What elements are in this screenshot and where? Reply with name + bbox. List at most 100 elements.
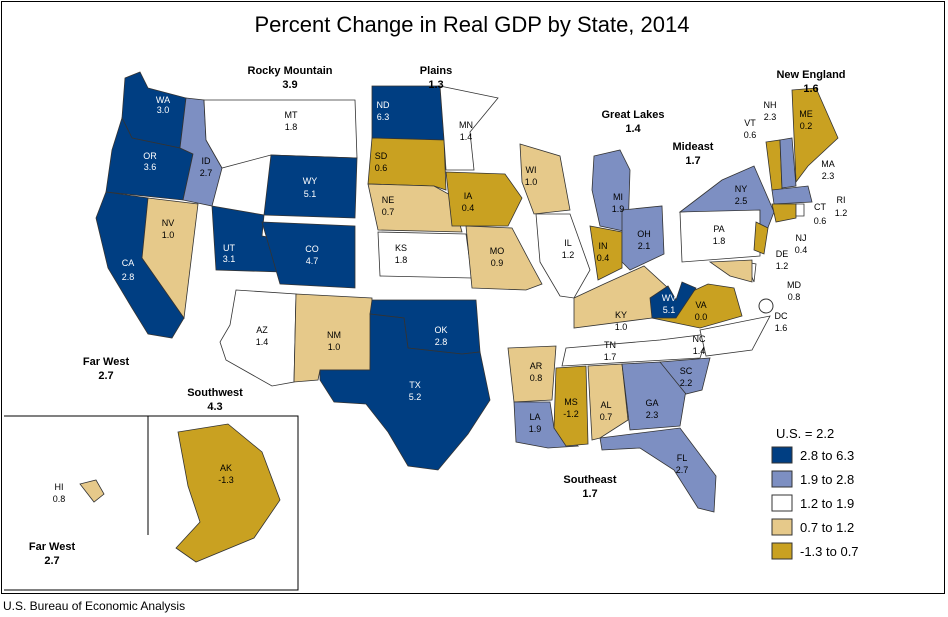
state-value-dc: 1.6	[775, 323, 788, 333]
state-value-wi: 1.0	[525, 177, 538, 187]
region-name: Great Lakes	[602, 109, 665, 121]
state-wi	[519, 143, 571, 215]
state-abbr-mo: MO	[490, 246, 505, 256]
state-value-nc: 1.4	[693, 346, 706, 356]
state-abbr-ak: AK	[220, 463, 232, 473]
state-value-mn: 1.4	[460, 132, 473, 142]
state-value-md: 0.8	[788, 292, 801, 302]
state-abbr-de: DE	[776, 249, 789, 259]
state-abbr-sc: SC	[680, 366, 693, 376]
state-abbr-tn: TN	[604, 340, 616, 350]
region-name: Plains	[420, 65, 452, 77]
state-value-va: 0.0	[695, 312, 708, 322]
state-in	[589, 225, 623, 281]
state-value-nj: 0.4	[795, 245, 808, 255]
state-vt	[765, 139, 783, 191]
state-abbr-ks: KS	[395, 243, 407, 253]
state-value-nd: 6.3	[377, 112, 390, 122]
state-abbr-ut: UT	[223, 243, 235, 253]
state-value-ct: 0.6	[814, 216, 827, 226]
state-nj	[753, 221, 769, 255]
legend-us-label: U.S. = 2.2	[776, 426, 834, 441]
state-co	[261, 221, 356, 289]
state-fl	[599, 427, 717, 513]
state-value-ma: 2.3	[822, 171, 835, 181]
state-ar	[507, 345, 557, 403]
state-value-wa: 3.0	[157, 105, 170, 115]
state-value-nh: 2.3	[764, 112, 777, 122]
state-abbr-va: VA	[695, 300, 706, 310]
region-name: Rocky Mountain	[248, 65, 333, 77]
state-value-pa: 1.8	[713, 236, 726, 246]
state-al	[587, 363, 629, 441]
state-oh	[621, 205, 665, 271]
state-pa	[679, 207, 761, 263]
state-value-ky: 1.0	[615, 322, 628, 332]
state-abbr-nj: NJ	[796, 233, 807, 243]
region-name: New England	[776, 69, 845, 81]
state-value-ny: 2.5	[735, 196, 748, 206]
state-ia	[445, 171, 523, 227]
state-abbr-pa: PA	[713, 224, 724, 234]
state-value-ut: 3.1	[223, 254, 236, 264]
state-abbr-md: MD	[787, 280, 801, 290]
state-value-fl: 2.7	[676, 465, 689, 475]
state-abbr-wa: WA	[156, 95, 170, 105]
state-abbr-fl: FL	[677, 453, 688, 463]
state-nc	[699, 315, 771, 357]
state-abbr-mn: MN	[459, 120, 473, 130]
state-abbr-ri: RI	[837, 195, 846, 205]
state-sd	[367, 137, 447, 191]
legend-label: -1.3 to 0.7	[800, 544, 859, 559]
state-value-de: 1.2	[776, 261, 789, 271]
state-value-ia: 0.4	[462, 203, 475, 213]
legend-swatch	[771, 542, 793, 560]
state-value-sc: 2.2	[680, 378, 693, 388]
state-abbr-al: AL	[600, 400, 611, 410]
state-value-tn: 1.7	[604, 352, 617, 362]
state-ct	[771, 203, 797, 223]
state-wy	[263, 154, 358, 219]
legend-label: 0.7 to 1.2	[800, 520, 854, 535]
state-abbr-ia: IA	[464, 191, 473, 201]
state-value-az: 1.4	[256, 337, 269, 347]
state-value-al: 0.7	[600, 412, 613, 422]
state-abbr-ms: MS	[564, 397, 578, 407]
state-value-id: 2.7	[200, 168, 213, 178]
state-abbr-oh: OH	[637, 229, 651, 239]
state-value-il: 1.2	[562, 250, 575, 260]
state-value-me: 0.2	[800, 121, 813, 131]
region-value: 2.7	[98, 370, 113, 382]
state-abbr-in: IN	[599, 241, 608, 251]
state-nh	[779, 137, 797, 189]
state-abbr-hi: HI	[55, 482, 64, 492]
state-value-ak: -1.3	[218, 475, 234, 485]
source-credit: U.S. Bureau of Economic Analysis	[3, 599, 186, 613]
state-abbr-co: CO	[305, 244, 319, 254]
state-md	[708, 259, 753, 283]
state-tx	[319, 313, 491, 471]
state-value-ar: 0.8	[530, 373, 543, 383]
legend-label: 1.9 to 2.8	[800, 472, 854, 487]
state-abbr-dc: DC	[775, 311, 788, 321]
state-abbr-ky: KY	[615, 310, 627, 320]
state-abbr-wi: WI	[526, 165, 537, 175]
choropleth-map: WA3.0 OR3.6 CA 2.8 NV 1.0 ID 2.7 MT 1.8 WY 5.1 UT3.1…	[4, 65, 859, 591]
state-abbr-or: OR	[143, 151, 157, 161]
legend-label: 1.2 to 1.9	[800, 496, 854, 511]
state-ms	[553, 365, 589, 447]
state-ga	[621, 361, 687, 431]
state-wv	[649, 281, 697, 319]
state-abbr-vt: VT	[744, 118, 756, 128]
state-abbr-la: LA	[529, 412, 540, 422]
state-sc	[659, 357, 711, 395]
state-abbr-ct: CT	[814, 202, 826, 212]
state-abbr-ar: AR	[530, 361, 543, 371]
state-value-vt: 0.6	[744, 130, 757, 140]
map-frame	[1, 1, 945, 594]
state-hi	[79, 479, 105, 503]
region-name: Mideast	[673, 141, 714, 153]
state-abbr-nh: NH	[764, 100, 777, 110]
state-abbr-me: ME	[799, 109, 813, 119]
state-value-ks: 1.8	[395, 255, 408, 265]
